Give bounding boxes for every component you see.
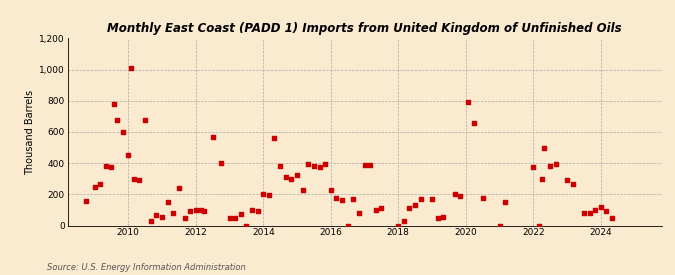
Point <box>410 203 421 207</box>
Point <box>450 192 460 197</box>
Point <box>416 197 427 201</box>
Point <box>342 223 353 228</box>
Point <box>190 208 201 212</box>
Point <box>302 162 313 166</box>
Point <box>298 188 308 192</box>
Point <box>353 211 364 215</box>
Point <box>500 200 511 204</box>
Point <box>606 216 617 220</box>
Point <box>494 223 505 228</box>
Point <box>437 215 448 219</box>
Point <box>376 205 387 210</box>
Point <box>539 145 549 150</box>
Point <box>308 163 319 168</box>
Point <box>241 223 252 228</box>
Point <box>551 162 562 166</box>
Point <box>123 153 134 158</box>
Point <box>601 209 612 214</box>
Text: Source: U.S. Energy Information Administration: Source: U.S. Energy Information Administ… <box>47 263 246 272</box>
Point <box>365 163 376 167</box>
Point <box>399 219 410 223</box>
Point <box>393 223 404 228</box>
Point <box>173 186 184 190</box>
Point <box>134 178 144 183</box>
Point <box>224 216 235 220</box>
Point <box>331 196 342 200</box>
Point <box>427 197 437 201</box>
Point <box>126 66 136 70</box>
Point <box>281 175 292 179</box>
Point <box>146 219 157 223</box>
Point <box>157 215 167 219</box>
Point <box>163 200 173 204</box>
Point <box>198 209 209 214</box>
Point <box>404 205 414 210</box>
Title: Monthly East Coast (PADD 1) Imports from United Kingdom of Unfinished Oils: Monthly East Coast (PADD 1) Imports from… <box>107 21 622 35</box>
Point <box>167 211 178 215</box>
Point <box>151 212 161 217</box>
Point <box>196 208 207 212</box>
Point <box>215 161 226 165</box>
Point <box>468 120 479 125</box>
Point <box>184 208 195 213</box>
Point <box>536 177 547 181</box>
Point <box>562 177 572 182</box>
Point <box>89 185 100 189</box>
Point <box>325 188 336 192</box>
Point <box>230 216 241 221</box>
Point <box>578 211 589 215</box>
Point <box>129 177 140 181</box>
Point <box>106 165 117 169</box>
Point <box>264 193 275 197</box>
Point <box>140 117 151 122</box>
Point <box>545 163 556 168</box>
Point <box>595 205 606 209</box>
Point <box>100 164 111 169</box>
Point <box>528 165 539 169</box>
Point <box>269 136 279 141</box>
Y-axis label: Thousand Barrels: Thousand Barrels <box>25 89 35 175</box>
Point <box>433 216 443 221</box>
Point <box>81 198 92 203</box>
Point <box>275 164 286 169</box>
Point <box>359 163 370 167</box>
Point <box>252 208 263 213</box>
Point <box>117 130 128 134</box>
Point <box>477 196 488 200</box>
Point <box>207 134 218 139</box>
Point <box>247 208 258 212</box>
Point <box>348 197 359 201</box>
Point <box>112 117 123 122</box>
Point <box>534 223 545 228</box>
Point <box>454 194 465 198</box>
Point <box>463 100 474 104</box>
Point <box>180 216 190 220</box>
Point <box>319 162 330 166</box>
Point <box>109 102 119 106</box>
Point <box>568 182 578 186</box>
Point <box>370 208 381 212</box>
Point <box>336 197 347 202</box>
Point <box>589 208 600 212</box>
Point <box>585 211 595 215</box>
Point <box>258 192 269 197</box>
Point <box>286 177 296 181</box>
Point <box>292 173 302 177</box>
Point <box>315 165 325 169</box>
Point <box>95 182 105 186</box>
Point <box>235 212 246 216</box>
